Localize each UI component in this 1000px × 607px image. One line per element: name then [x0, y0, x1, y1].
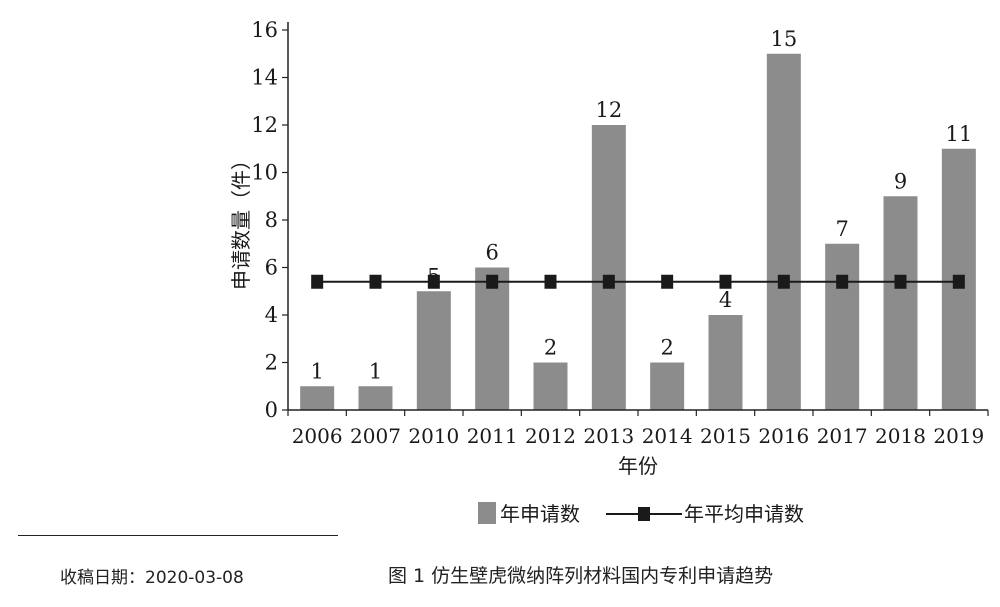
bar-series	[300, 53, 976, 410]
bar-value-label-2019: 11	[945, 122, 972, 146]
bar-value-label-2015: 4	[719, 288, 732, 312]
x-axis-label: 年份	[618, 454, 658, 478]
average-marker-2019	[952, 274, 965, 289]
bar-2011	[475, 267, 510, 410]
figure-caption: 图 1 仿生壁虎微纳阵列材料国内专利申请趋势	[388, 565, 774, 587]
legend-bar-swatch	[478, 502, 496, 524]
average-marker-2011	[486, 274, 499, 289]
y-tick-label-8: 8	[265, 208, 278, 232]
y-tick-label-2: 2	[265, 351, 278, 375]
x-tick-label-2012: 2012	[525, 424, 576, 448]
bar-2017	[825, 243, 860, 410]
legend-bar-label: 年申请数	[500, 502, 580, 526]
y-tick-label-10: 10	[251, 161, 278, 185]
x-tick-label-2018: 2018	[875, 424, 926, 448]
y-tick-label-6: 6	[265, 256, 278, 280]
x-tick-label-2017: 2017	[817, 424, 868, 448]
bar-value-label-2017: 7	[835, 217, 848, 241]
bar-value-label-2016: 15	[770, 27, 797, 51]
y-tick-label-4: 4	[265, 303, 278, 327]
bar-value-label-2012: 2	[544, 336, 557, 360]
average-marker-2016	[777, 274, 790, 289]
x-tick-label-2010: 2010	[408, 424, 459, 448]
x-tick-label-2013: 2013	[583, 424, 634, 448]
bar-2018	[883, 196, 918, 410]
x-tick-label-2015: 2015	[700, 424, 751, 448]
bar-value-label-2018: 9	[894, 169, 907, 193]
y-axis-label: 申请数量（件）	[229, 150, 253, 290]
legend-line-label: 年平均申请数	[684, 502, 804, 526]
y-axis-ticks: 0 2 4 6 8 10 12 14 16	[251, 18, 288, 422]
footnote-divider	[18, 535, 338, 536]
legend-line-marker	[638, 507, 650, 521]
y-tick-label-14: 14	[251, 66, 278, 90]
bar-data-labels: 115621224157911	[310, 27, 972, 384]
average-marker-2017	[836, 274, 849, 289]
x-tick-label-2016: 2016	[758, 424, 809, 448]
x-tick-label-2011: 2011	[467, 424, 518, 448]
bar-2007	[358, 386, 393, 410]
bar-2010	[416, 291, 451, 410]
bar-2014	[650, 362, 685, 410]
average-marker-2013	[602, 274, 615, 289]
bar-value-label-2006: 1	[310, 359, 323, 383]
bar-2012	[533, 362, 568, 410]
y-tick-label-16: 16	[251, 18, 278, 42]
y-tick-label-12: 12	[251, 113, 278, 137]
bar-2016	[766, 53, 801, 410]
x-tick-label-2019: 2019	[933, 424, 984, 448]
x-tick-label-2007: 2007	[350, 424, 401, 448]
bar-2006	[300, 386, 335, 410]
bar-2013	[591, 125, 626, 410]
x-axis-ticks: 2006 2007 2010 2011 2012 2013 2014 2015 2016 2017…	[287, 410, 989, 448]
bar-2015	[708, 315, 743, 410]
average-marker-2012	[544, 274, 557, 289]
average-line-series	[311, 274, 965, 289]
y-tick-label-0: 0	[265, 398, 278, 422]
legend: 年申请数 年平均申请数	[478, 502, 804, 526]
average-marker-2010	[427, 274, 440, 289]
average-marker-2014	[661, 274, 674, 289]
bar-value-label-2013: 12	[595, 98, 622, 122]
bar-value-label-2007: 1	[369, 359, 382, 383]
average-marker-2018	[894, 274, 907, 289]
x-tick-label-2006: 2006	[292, 424, 343, 448]
received-date-footnote: 收稿日期：2020-03-08	[60, 568, 244, 588]
bar-value-label-2014: 2	[660, 336, 673, 360]
x-tick-label-2014: 2014	[642, 424, 693, 448]
bar-value-label-2011: 6	[485, 241, 498, 265]
average-marker-2015	[719, 274, 732, 289]
average-marker-2007	[369, 274, 382, 289]
axes	[287, 22, 988, 411]
average-marker-2006	[311, 274, 324, 289]
